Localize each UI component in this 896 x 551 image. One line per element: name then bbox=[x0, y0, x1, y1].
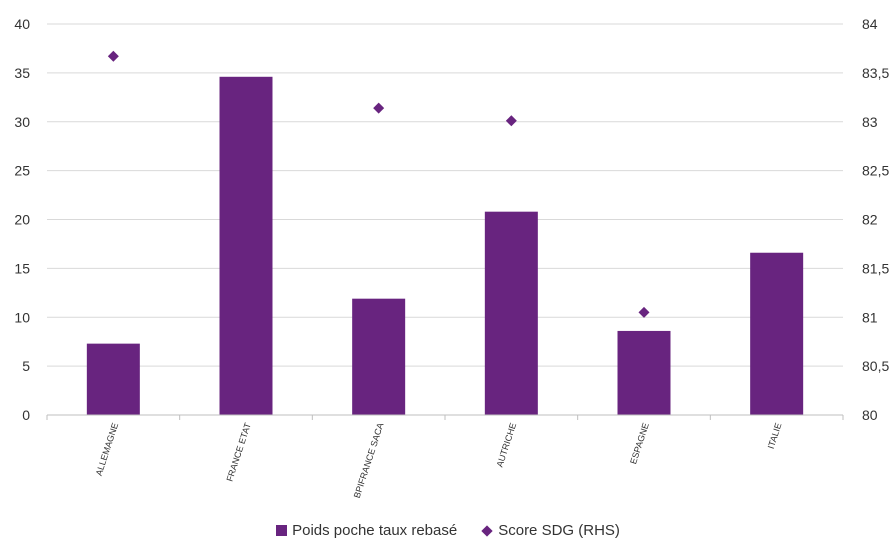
bar bbox=[484, 211, 538, 415]
bar bbox=[86, 343, 140, 415]
x-category-label: AUTRICHE bbox=[495, 422, 519, 469]
bar bbox=[219, 76, 273, 415]
y-left-tick-label: 10 bbox=[14, 309, 30, 325]
x-axis-labels: ALLEMAGNE FRANCE ETAT BPIFRANCE SACA AUTRIC… bbox=[94, 421, 784, 499]
legend-bar-label: Poids poche taux rebasé bbox=[292, 522, 458, 539]
y-right-tick-label: 84 bbox=[862, 16, 878, 32]
y-axis-right-labels: 80 80,5 81 81,5 82 82,5 83 83,5 84 bbox=[862, 16, 889, 423]
y-left-tick-label: 15 bbox=[14, 260, 30, 276]
y-axis-left-labels: 0 5 10 15 20 25 30 35 40 bbox=[14, 16, 30, 423]
bar-series bbox=[86, 76, 804, 415]
y-right-tick-label: 83,5 bbox=[862, 65, 889, 81]
x-category-label: FRANCE ETAT bbox=[224, 421, 253, 483]
y-right-tick-label: 82 bbox=[862, 212, 878, 228]
score-marker bbox=[638, 306, 650, 318]
y-left-tick-label: 35 bbox=[14, 65, 30, 81]
legend-item-markers: Score SDG (RHS) bbox=[481, 522, 620, 539]
y-right-tick-label: 80,5 bbox=[862, 358, 889, 374]
legend: Poids poche taux rebasé Score SDG (RHS) bbox=[0, 522, 896, 539]
y-right-tick-label: 82,5 bbox=[862, 163, 889, 179]
x-category-label: ESPAGNE bbox=[628, 422, 651, 466]
legend-diamond-swatch bbox=[481, 524, 493, 537]
gridlines bbox=[47, 23, 843, 367]
marker-series bbox=[107, 50, 650, 318]
y-left-tick-label: 0 bbox=[22, 407, 30, 423]
y-right-tick-label: 83 bbox=[862, 114, 878, 130]
y-left-tick-label: 40 bbox=[14, 16, 30, 32]
y-left-tick-label: 5 bbox=[22, 358, 30, 374]
bar bbox=[617, 330, 671, 415]
y-left-tick-label: 25 bbox=[14, 163, 30, 179]
legend-item-bars: Poids poche taux rebasé bbox=[276, 522, 457, 539]
y-left-tick-label: 30 bbox=[14, 114, 30, 130]
score-marker bbox=[373, 102, 385, 114]
score-marker bbox=[107, 50, 119, 62]
legend-marker-label: Score SDG (RHS) bbox=[498, 522, 620, 539]
y-right-tick-label: 81,5 bbox=[862, 260, 889, 276]
score-marker bbox=[505, 115, 517, 127]
y-left-tick-label: 20 bbox=[14, 212, 30, 228]
legend-bar-swatch bbox=[276, 525, 288, 536]
x-category-label: ITALIE bbox=[766, 422, 784, 451]
x-category-label: ALLEMAGNE bbox=[94, 422, 121, 477]
y-right-tick-label: 81 bbox=[862, 309, 878, 325]
x-category-label: BPIFRANCE SACA bbox=[352, 422, 386, 500]
y-right-tick-label: 80 bbox=[862, 407, 878, 423]
axes bbox=[46, 414, 844, 420]
bar bbox=[352, 298, 406, 415]
bar bbox=[750, 252, 804, 415]
